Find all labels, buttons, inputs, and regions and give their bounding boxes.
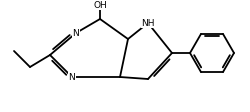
Text: NH: NH [141, 19, 154, 28]
Text: N: N [72, 29, 79, 38]
Text: N: N [68, 73, 75, 82]
Text: OH: OH [93, 1, 106, 10]
